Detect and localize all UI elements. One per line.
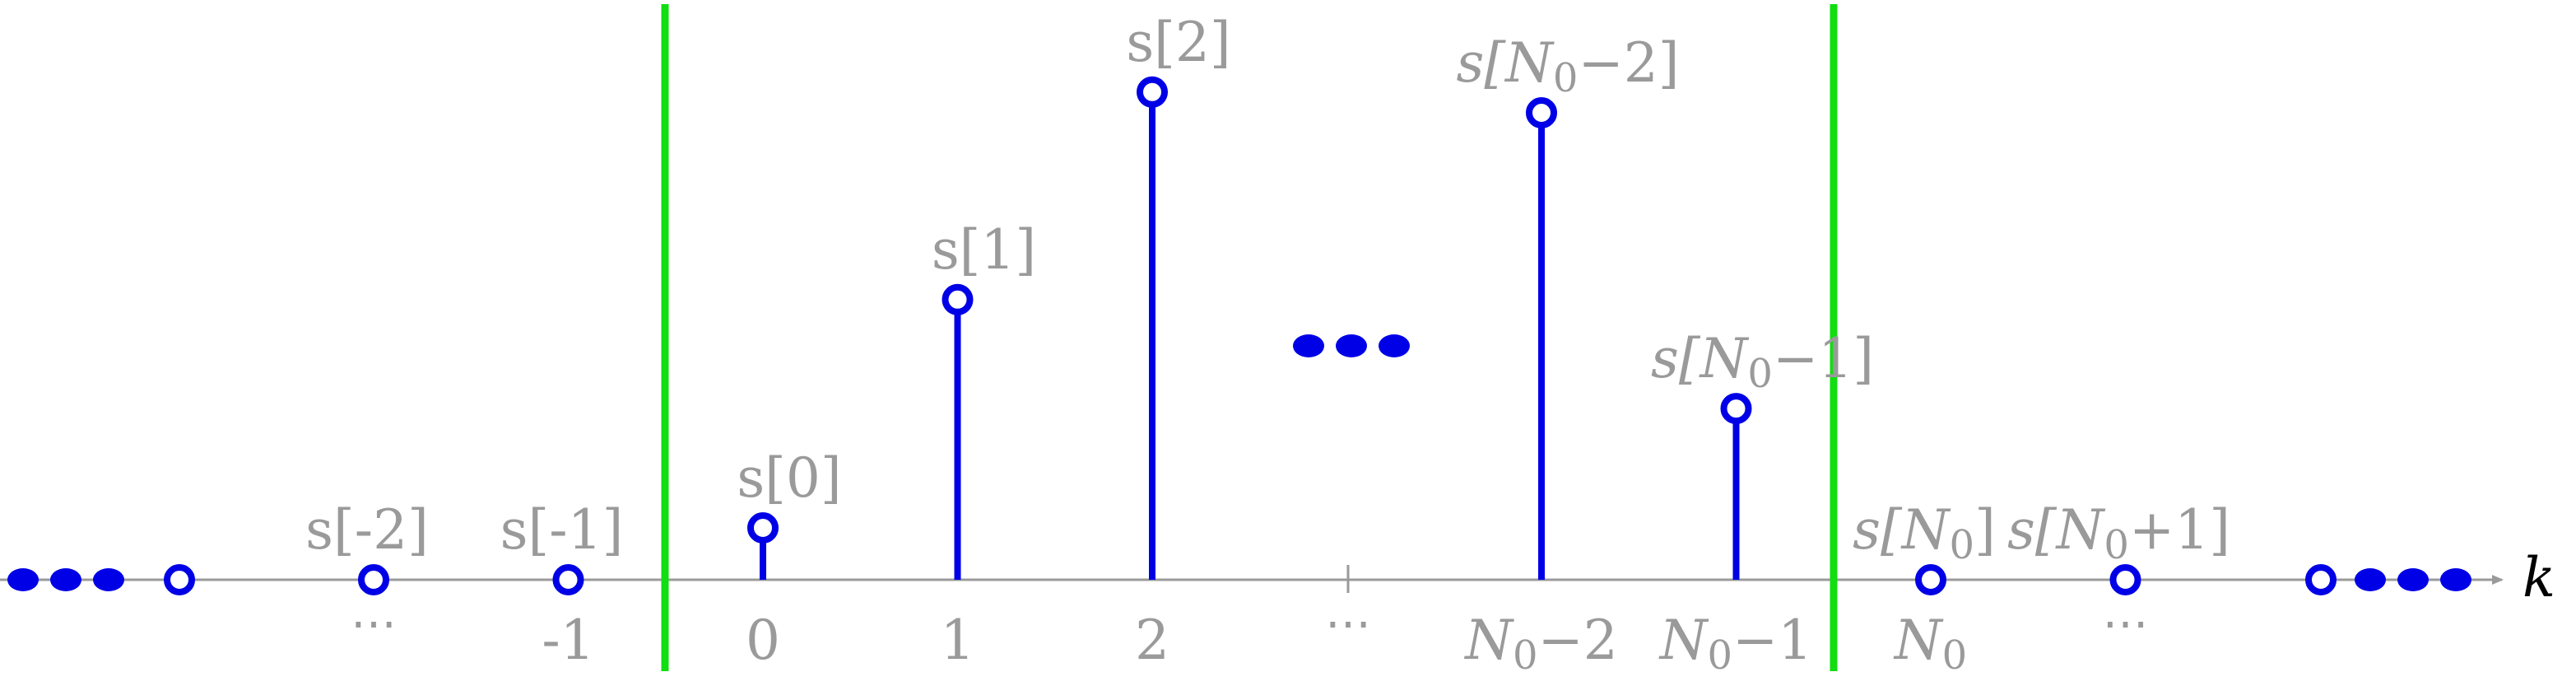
sample-s-N0+1: s[N0+1] ⋯ xyxy=(2007,498,2230,651)
value-label: s[2] xyxy=(1126,11,1230,74)
tick-label: N0 xyxy=(1893,609,1967,679)
stem-marker xyxy=(2109,564,2141,595)
stem-marker xyxy=(358,564,389,595)
sample-marker-far-left xyxy=(164,564,195,595)
sample-marker-far-right xyxy=(2305,564,2337,595)
sample-s-2: s[2] 2 xyxy=(1126,11,1230,672)
tick-label: N0−1 xyxy=(1658,609,1813,679)
k-axis-label: k xyxy=(2523,546,2555,609)
sample-s-N0: s[N0] N0 xyxy=(1853,498,1996,679)
value-label: s[-1] xyxy=(500,498,624,562)
tick-label: 2 xyxy=(1135,609,1169,672)
sample-s-N0-2: s[N0−2] N0−2 xyxy=(1457,31,1680,679)
stem-marker xyxy=(747,512,779,544)
sample-s-1: s[1] 1 xyxy=(932,218,1036,672)
value-label: s[N0+1] xyxy=(2007,498,2230,568)
tick-label: ⋯ xyxy=(351,597,397,651)
right-continuation-dots xyxy=(2355,568,2471,591)
tick-label: ⋯ xyxy=(2103,597,2149,651)
sample-s-minus-2: s[-2] ⋯ xyxy=(305,498,429,651)
stem-marker xyxy=(1915,564,1946,595)
value-label: s[N0−2] xyxy=(1457,31,1680,101)
stem-marker xyxy=(1720,393,1752,425)
value-label: s[0] xyxy=(737,446,841,510)
stem-marker xyxy=(942,283,974,315)
value-label: s[N0] xyxy=(1853,498,1996,568)
stem-marker xyxy=(1526,97,1557,128)
value-label: s[N0−1] xyxy=(1651,327,1874,397)
tick-label: N0−2 xyxy=(1463,609,1618,679)
tick-label: 1 xyxy=(941,609,975,672)
stem-marker xyxy=(1137,76,1168,108)
sample-s-N0-1: s[N0−1] N0−1 xyxy=(1651,327,1874,679)
sample-s-0: s[0] 0 xyxy=(737,446,841,672)
sample-s-minus-1: s[-1] -1 xyxy=(500,498,624,672)
value-label: s[-2] xyxy=(305,498,429,562)
middle-tick-label: ⋯ xyxy=(1325,597,1371,651)
left-continuation-dots xyxy=(7,568,124,591)
tick-label: 0 xyxy=(746,609,780,672)
tick-label: -1 xyxy=(542,609,594,672)
samples-layer: s[-2]⋯s[-1]-1s[0]0s[1]1s[2]2s[N0−2]N0−2s… xyxy=(305,11,2230,679)
middle-ellipsis-dots xyxy=(1293,334,1410,357)
stem-marker xyxy=(552,564,584,595)
value-label: s[1] xyxy=(932,218,1036,282)
